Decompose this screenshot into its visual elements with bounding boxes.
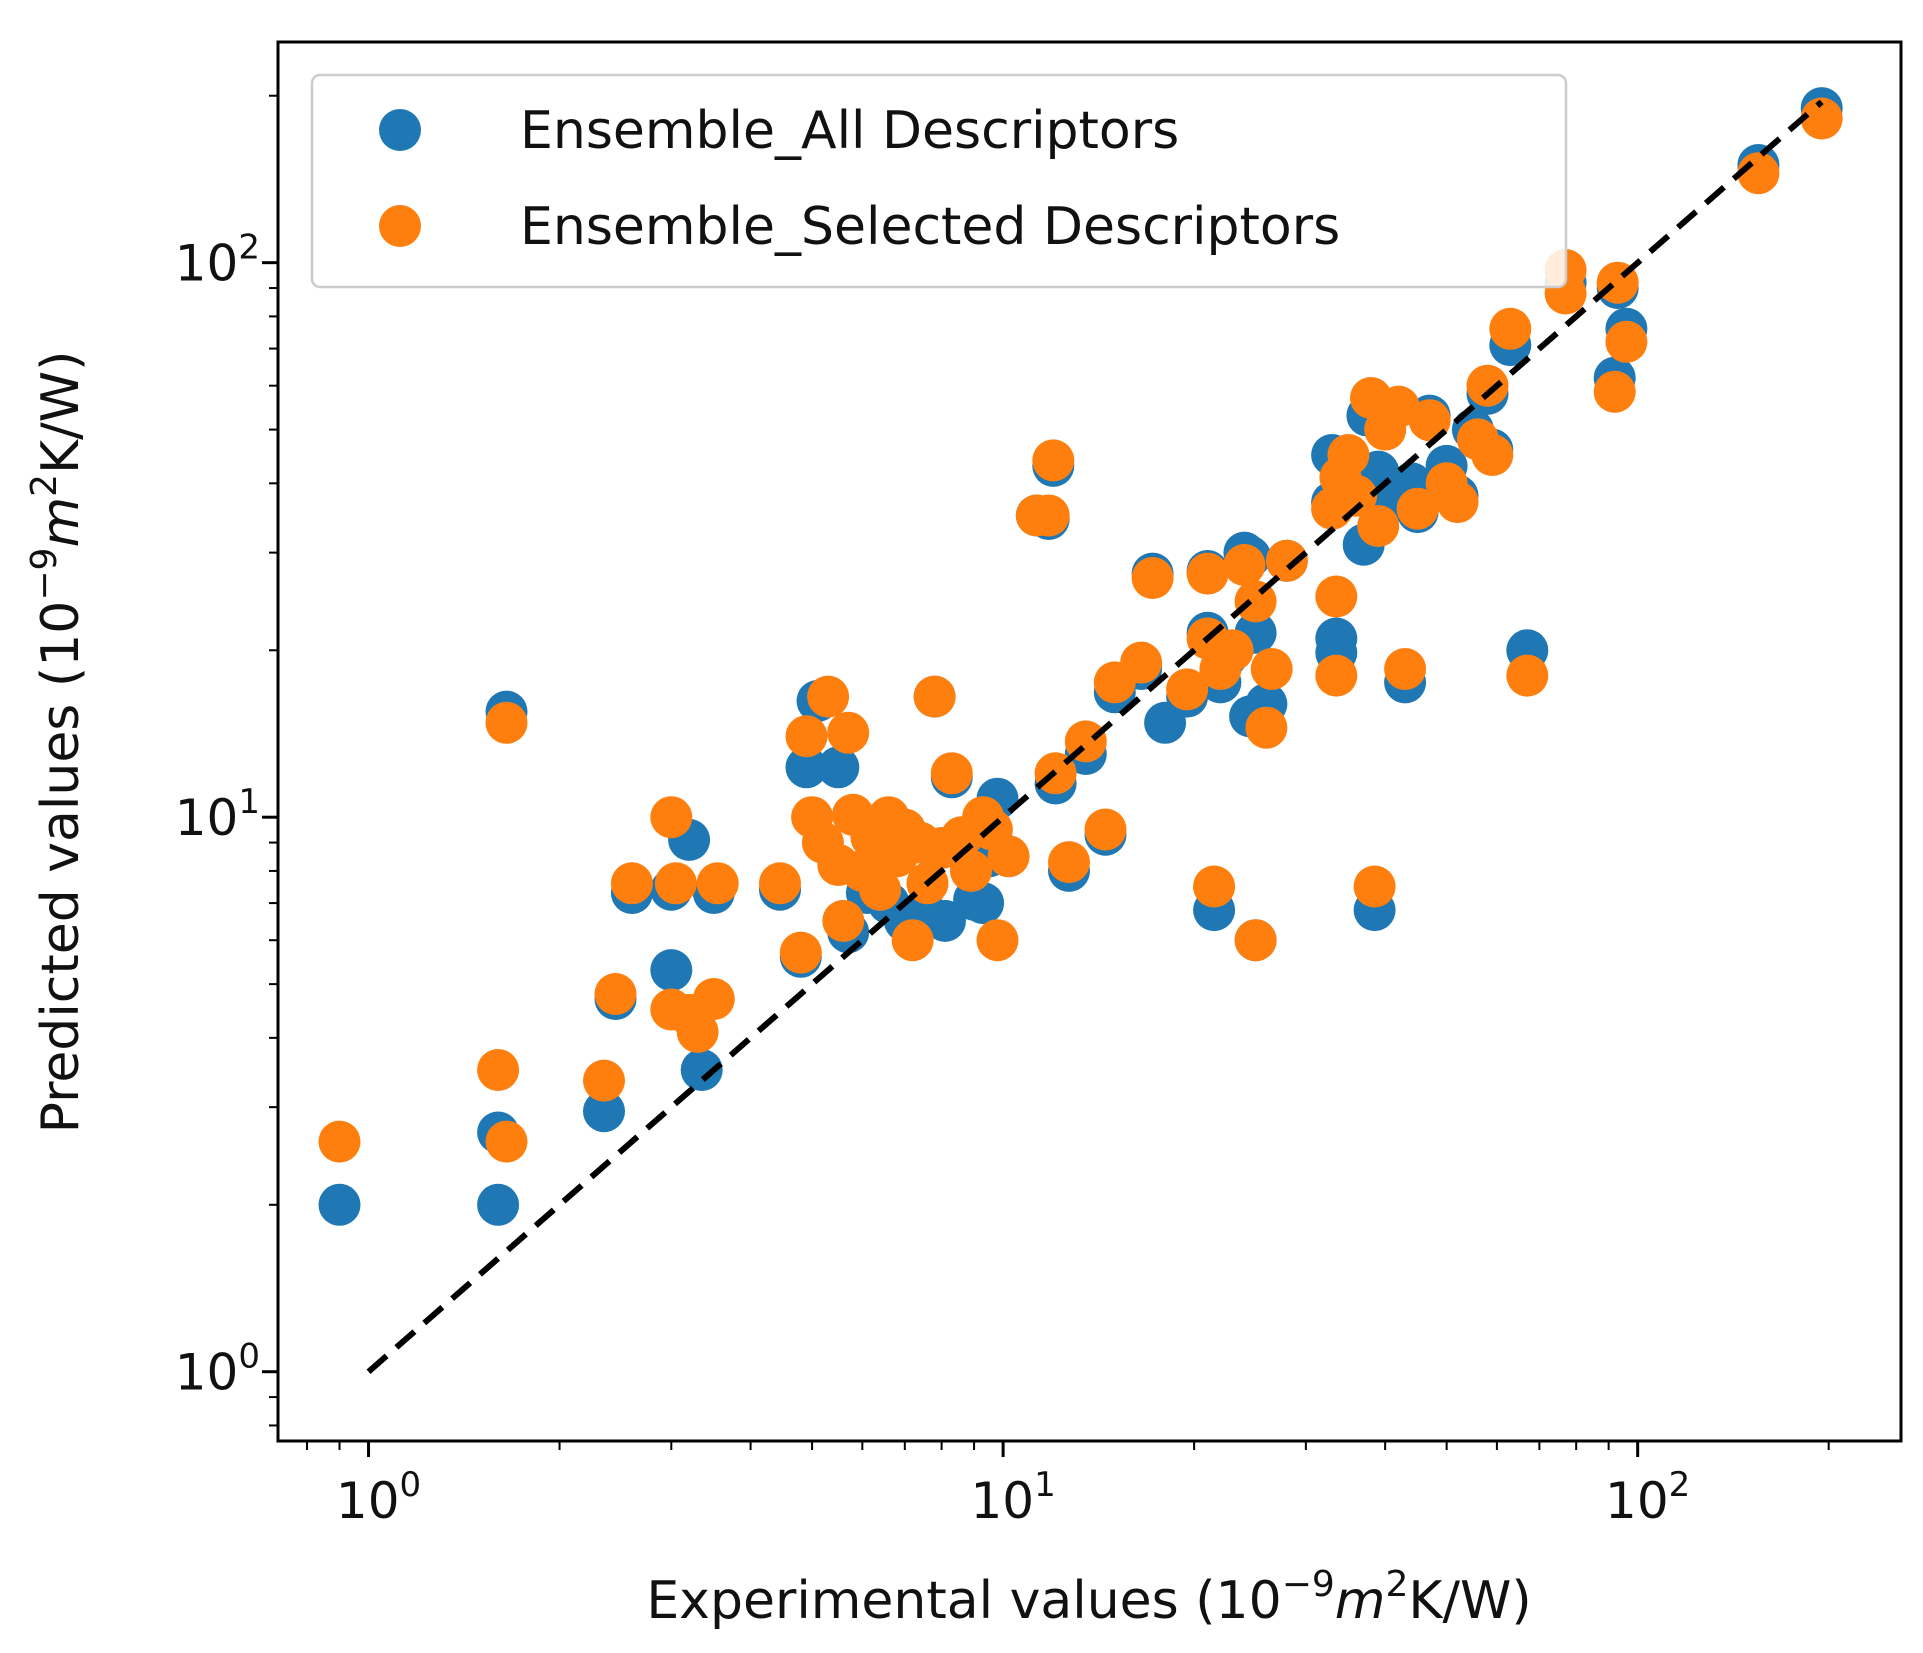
point-selected-82 [1471,434,1514,476]
point-selected-44 [1032,439,1075,482]
point-selected-30 [891,919,934,962]
point-selected-1 [477,1049,520,1091]
point-selected-69 [1335,474,1378,517]
point-selected-52 [1166,668,1209,711]
point-selected-79 [1436,481,1479,524]
point-selected-3 [485,701,528,744]
point-selected-60 [1234,919,1277,962]
point-selected-11 [676,1010,719,1053]
point-selected-12 [692,978,735,1020]
point-selected-51 [1131,557,1174,599]
point-selected-83 [1489,307,1532,350]
ticks-layer: 100 101 102 100 101 102 [175,94,1830,1530]
point-selected-33 [913,675,956,718]
point-all-0 [318,1183,361,1226]
point-all-14 [785,746,828,789]
point-all-23 [924,899,966,942]
plot-frame [276,40,1903,1443]
point-selected-71 [1353,865,1396,908]
point-all-4 [583,1090,625,1133]
point-selected-50 [1120,641,1163,684]
point-selected-76 [1396,487,1439,530]
point-selected-6 [610,862,653,905]
y-axis-label: Predicted values (10−9m2K/W) [24,351,91,1134]
x-tick-label: 100 [336,1465,421,1530]
point-selected-0 [318,1120,361,1163]
point-selected-26 [859,868,902,911]
point-selected-68 [1327,434,1370,476]
point-selected-81 [1466,364,1509,407]
point-selected-4 [583,1059,625,1102]
point-selected-57 [1211,629,1254,672]
point-selected-72 [1357,505,1400,547]
point-selected-77 [1408,399,1451,442]
point-selected-55 [1193,865,1236,908]
y-tick-label: 100 [175,1337,260,1402]
point-selected-84 [1506,654,1549,697]
point-selected-21 [822,899,865,942]
point-selected-9 [654,862,697,905]
point-selected-89 [1605,320,1648,363]
legend-marker-all-descriptors [379,109,421,151]
point-selected-7 [650,796,693,839]
point-selected-53 [1186,552,1229,595]
point-selected-14 [759,862,801,905]
y-tick-label: 102 [175,228,260,293]
legend-marker-selected-descriptors [379,205,421,247]
point-selected-41 [987,835,1030,878]
point-all-10 [680,1049,723,1091]
point-selected-19 [807,675,850,718]
x-tick-label: 102 [1605,1465,1690,1530]
point-selected-40 [976,919,1019,962]
point-all-2 [477,1183,520,1226]
point-selected-35 [930,752,973,795]
point-selected-22 [827,711,870,754]
legend-label-all-descriptors: Ensemble_All Descriptors [520,101,1179,161]
point-selected-16 [785,715,828,758]
x-axis-label: Experimental values (10−9m2K/W) [646,1564,1531,1631]
point-all-26 [962,882,1005,925]
legend-box [310,73,1568,289]
point-selected-43 [1027,494,1070,537]
point-selected-2 [485,1120,528,1163]
point-selected-48 [1084,808,1127,851]
point-selected-13 [696,862,739,905]
point-selected-63 [1265,539,1308,582]
point-selected-87 [1593,370,1636,413]
point-selected-46 [1048,841,1090,884]
y-tick-label: 101 [175,782,260,847]
reference-line [366,99,1824,1374]
point-selected-66 [1315,575,1358,618]
x-tick-label: 101 [970,1465,1055,1530]
point-all-7 [650,949,693,992]
point-selected-61 [1245,706,1288,749]
point-selected-65 [1315,654,1358,697]
point-selected-15 [779,931,822,974]
point-selected-5 [594,973,637,1015]
point-all-16 [817,746,860,789]
point-selected-37 [950,849,992,892]
legend: Ensemble_All Descriptors Ensemble_Select… [310,73,1568,289]
legend-label-selected-descriptors: Ensemble_Selected Descriptors [520,197,1340,257]
point-selected-62 [1250,648,1293,690]
point-selected-58 [1223,544,1266,586]
point-selected-91 [1800,97,1843,140]
reference-line-layer [366,99,1824,1374]
point-selected-75 [1384,648,1427,690]
